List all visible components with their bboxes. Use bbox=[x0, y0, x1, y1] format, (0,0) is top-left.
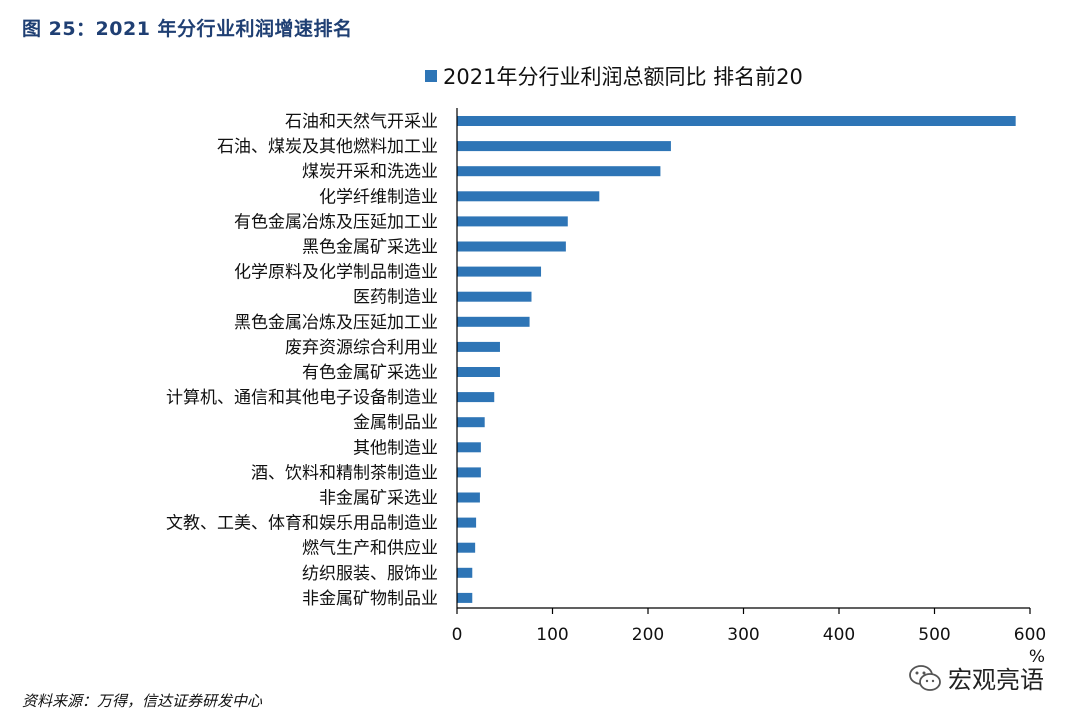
category-label: 计算机、通信和其他电子设备制造业 bbox=[166, 388, 438, 408]
bar bbox=[457, 216, 568, 227]
category-label: 黑色金属冶炼及压延加工业 bbox=[234, 313, 438, 333]
bar bbox=[457, 392, 495, 403]
category-label: 煤炭开采和洗选业 bbox=[302, 162, 438, 182]
category-label: 有色金属矿采选业 bbox=[302, 363, 438, 383]
category-label: 文教、工美、体育和娱乐用品制造业 bbox=[166, 514, 438, 534]
x-tick-label: 400 bbox=[823, 625, 855, 645]
x-axis-unit-label: % bbox=[1029, 647, 1045, 667]
bar bbox=[457, 141, 671, 152]
bar bbox=[457, 592, 473, 603]
bar bbox=[457, 567, 473, 578]
bar bbox=[457, 291, 532, 302]
category-label: 有色金属冶炼及压延加工业 bbox=[234, 212, 438, 232]
watermark-label: 宏观亮语 bbox=[948, 666, 1044, 694]
x-tick-label: 200 bbox=[632, 625, 664, 645]
bar bbox=[457, 266, 542, 277]
legend-swatch bbox=[425, 70, 437, 82]
watermark: 宏观亮语 bbox=[908, 660, 1044, 695]
category-label: 金属制品业 bbox=[353, 413, 438, 433]
category-label: 燃气生产和供应业 bbox=[302, 539, 438, 559]
source-note: 资料来源：万得，信达证券研发中心 bbox=[22, 692, 263, 710]
figure-title: 图 25：2021 年分行业利润增速排名 bbox=[22, 18, 353, 40]
bar bbox=[457, 442, 481, 453]
x-tick-label: 100 bbox=[536, 625, 568, 645]
category-label: 医药制造业 bbox=[353, 288, 438, 308]
category-label: 废弃资源综合利用业 bbox=[285, 338, 438, 358]
x-tick-label: 300 bbox=[727, 625, 759, 645]
legend: 2021年分行业利润总额同比 排名前20 bbox=[425, 65, 803, 89]
category-label: 其他制造业 bbox=[353, 438, 438, 458]
category-label: 石油和天然气开采业 bbox=[285, 112, 438, 132]
category-label: 酒、饮料和精制茶制造业 bbox=[251, 463, 438, 483]
x-tick-label: 500 bbox=[918, 625, 950, 645]
bars-group bbox=[457, 116, 1016, 603]
bar bbox=[457, 367, 500, 377]
bar bbox=[457, 542, 476, 553]
x-tick-label: 600 bbox=[1014, 625, 1046, 645]
category-label: 黑色金属矿采选业 bbox=[302, 238, 438, 258]
bar bbox=[457, 316, 530, 327]
category-label: 非金属矿物制品业 bbox=[302, 589, 438, 609]
category-labels: 石油和天然气开采业石油、煤炭及其他燃料加工业煤炭开采和洗选业化学纤维制造业有色金… bbox=[166, 112, 438, 609]
category-label: 非金属矿采选业 bbox=[319, 489, 438, 509]
bar bbox=[457, 241, 566, 252]
bar bbox=[457, 417, 485, 428]
bar bbox=[457, 517, 477, 528]
bar bbox=[457, 116, 1016, 126]
bar bbox=[457, 341, 500, 352]
bar bbox=[457, 467, 481, 478]
wechat-icon bbox=[909, 664, 941, 691]
x-axis: 0 100 200 300 400 500 600 bbox=[452, 607, 1046, 645]
category-label: 纺织服装、服饰业 bbox=[302, 564, 438, 584]
category-label: 化学原料及化学制品制造业 bbox=[234, 263, 438, 283]
bar bbox=[457, 166, 661, 177]
bar bbox=[457, 191, 600, 202]
category-label: 化学纤维制造业 bbox=[319, 187, 438, 207]
legend-label: 2021年分行业利润总额同比 排名前20 bbox=[443, 65, 803, 89]
bar bbox=[457, 492, 480, 503]
category-label: 石油、煤炭及其他燃料加工业 bbox=[217, 137, 438, 157]
x-tick-label: 0 bbox=[452, 625, 463, 645]
